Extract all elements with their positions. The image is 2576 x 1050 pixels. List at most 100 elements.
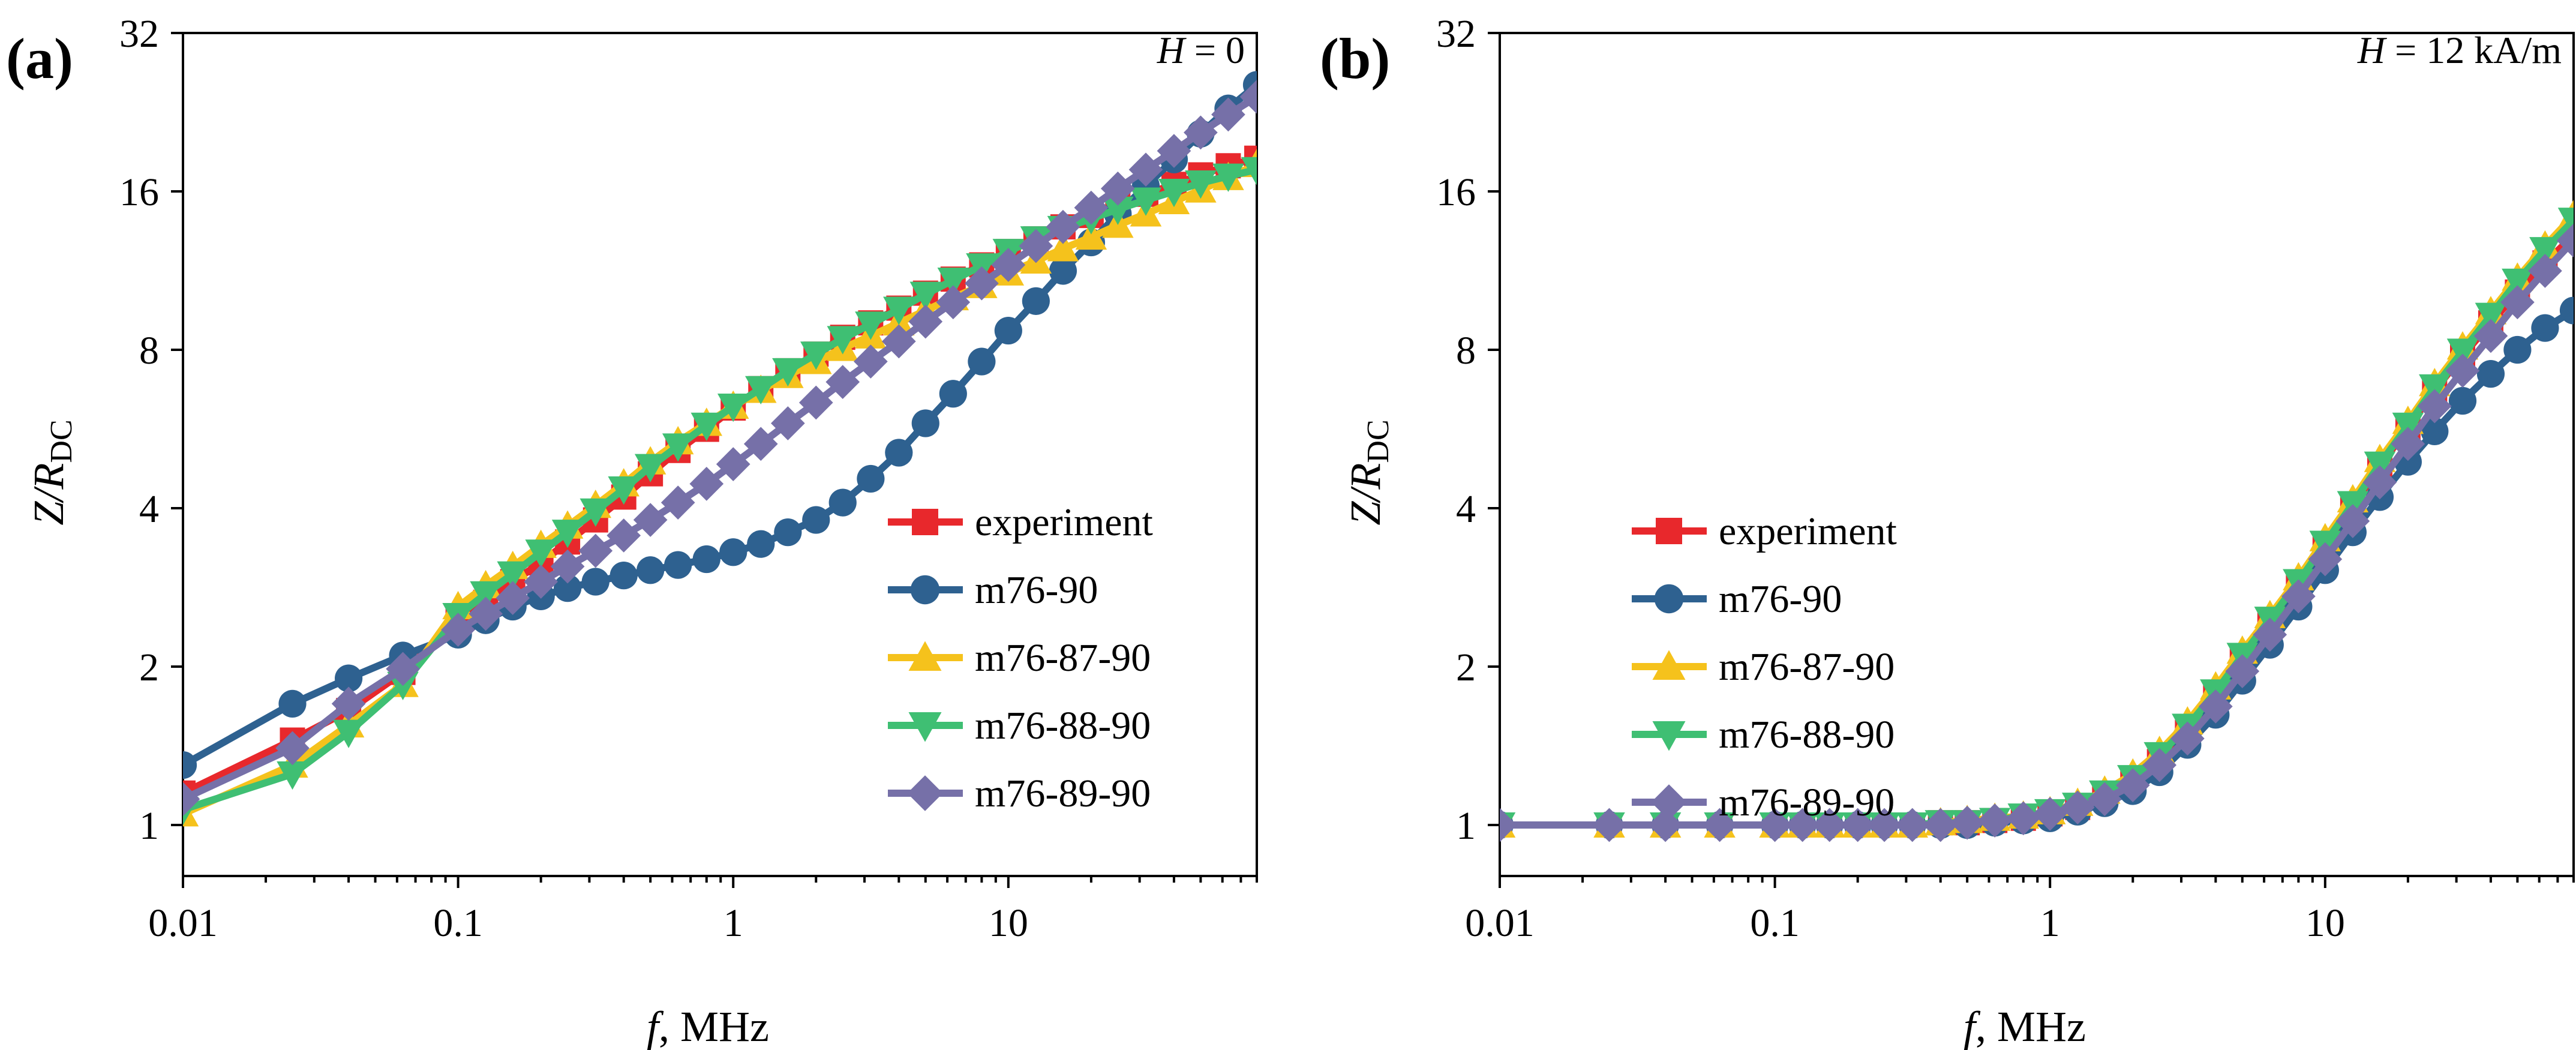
legend-label: m76-87-90 (1719, 645, 1895, 689)
data-point-m76-89-90 (660, 485, 695, 520)
data-point-m76-88-90 (937, 267, 969, 296)
data-point-m76-89-90 (2225, 654, 2260, 689)
y-axis-subscript: DC (44, 419, 79, 463)
series-layer (183, 71, 1257, 827)
x-axis-title: f, MHz (647, 1003, 769, 1050)
data-point-m76-90 (664, 551, 692, 579)
x-axis-title: f, MHz (1963, 1003, 2086, 1050)
data-point-m76-88-90 (525, 539, 557, 568)
data-point-m76-89-90 (825, 365, 860, 399)
data-point-m76-89-90 (1500, 808, 1517, 842)
legend-item-experiment: experiment (888, 500, 1153, 544)
data-point-m76-89-90 (2170, 721, 2205, 756)
data-point-m76-89-90 (1648, 808, 1683, 842)
legend-label: m76-88-90 (1719, 713, 1895, 757)
y-axis-title: Z/RDC (25, 419, 79, 525)
data-point-m76-89-90 (2335, 504, 2370, 538)
data-point-m76-90 (939, 380, 967, 408)
y-tick-label: 4 (139, 487, 159, 531)
annotation-var: H (1157, 29, 1187, 71)
data-point-m76-90 (2531, 314, 2559, 342)
data-point-m76-88-90 (470, 581, 502, 610)
data-point-m76-89-90 (1239, 80, 1257, 114)
data-point-m76-89-90 (441, 613, 475, 647)
legend-marker (907, 775, 943, 811)
x-tick-label: 10 (989, 901, 1028, 945)
data-point-m76-90 (1049, 257, 1077, 285)
data-point-m76-88-90 (800, 341, 832, 370)
data-point-m76-90 (637, 556, 665, 584)
data-point-m76-90 (802, 506, 830, 534)
data-point-m76-90 (857, 464, 885, 493)
data-point-m76-90 (278, 689, 307, 718)
legend: experiment m76-90 m76-87-90 m76-88-90 m76-89… (1632, 509, 1897, 824)
annotation-value: = 0 (1185, 29, 1245, 71)
field-annotation: H = 12 kA/m (2357, 29, 2562, 71)
data-point-m76-88-90 (580, 498, 612, 527)
data-point-m76-89-90 (2142, 748, 2177, 782)
data-point-m76-89-90 (2391, 427, 2425, 461)
data-point-m76-90 (183, 751, 197, 779)
data-point-m76-88-90 (1102, 196, 1134, 225)
x-tick-label: 10 (2305, 901, 2345, 945)
legend-item-m76-89-90: m76-89-90 (888, 772, 1151, 815)
data-point-m76-89-90 (633, 503, 668, 537)
y-tick-label: 8 (139, 329, 159, 373)
legend-marker (1652, 721, 1686, 751)
data-point-m76-89-90 (936, 285, 971, 320)
data-point-m76-89-90 (1841, 808, 1875, 842)
data-point-m76-88-90 (745, 376, 777, 404)
legend-label: m76-88-90 (975, 704, 1151, 748)
y-tick-label: 8 (1456, 329, 1476, 373)
legend-label: m76-89-90 (975, 772, 1151, 815)
data-point-m76-89-90 (1019, 229, 1053, 263)
x-tick-label: 0.01 (148, 901, 218, 945)
legend-marker (910, 575, 940, 605)
data-point-m76-89-90 (770, 406, 805, 440)
panel-label: (b) (1320, 26, 1390, 91)
panel-a: 0.01 0.1 1 10 1 2 4 8 16 32 f, MHz Z/RDC (a) H = 0 exp… (6, 12, 1258, 1050)
data-point-m76-87-90 (1075, 221, 1107, 250)
data-point-m76-89-90 (2362, 465, 2397, 500)
y-tick-label: 16 (119, 170, 159, 214)
legend-label: m76-87-90 (975, 636, 1151, 680)
data-point-m76-89-90 (1923, 808, 1958, 842)
legend-marker (1654, 584, 1684, 614)
data-point-m76-89-90 (1785, 808, 1820, 842)
series-line-m76-90 (1500, 307, 2574, 829)
data-point-m76-88-90 (634, 454, 666, 482)
data-point-m76-88-90 (277, 761, 308, 790)
data-point-m76-89-90 (2528, 254, 2562, 288)
data-point-m76-89-90 (2115, 768, 2150, 803)
data-point-m76-89-90 (1703, 808, 1737, 842)
data-point-m76-90 (994, 316, 1022, 345)
data-point-m76-90 (1022, 287, 1050, 315)
data-point-m76-89-90 (2087, 782, 2122, 817)
data-point-m76-90 (2448, 386, 2477, 415)
x-tick-label: 0.1 (433, 901, 483, 945)
data-point-m76-89-90 (2032, 797, 2067, 831)
legend-label: experiment (975, 500, 1153, 544)
series-m76-89-90 (1500, 223, 2574, 842)
series-layer (1500, 199, 2574, 842)
x-tick-label: 1 (2040, 901, 2060, 945)
data-point-m76-88-90 (1212, 163, 1244, 192)
field-annotation: H = 0 (1157, 29, 1245, 71)
series-m76-90 (1500, 296, 2574, 839)
data-point-m76-89-90 (1211, 97, 1245, 132)
data-point-m76-89-90 (1157, 134, 1191, 168)
legend-label: m76-90 (1719, 577, 1842, 621)
data-point-m76-88-90 (2502, 268, 2533, 297)
legend-item-m76-89-90: m76-89-90 (1632, 781, 1895, 824)
x-tick-label: 0.01 (1465, 901, 1535, 945)
data-point-m76-88-90 (690, 412, 723, 442)
y-axis-var: Z/R (25, 463, 73, 526)
data-point-m76-90 (2421, 417, 2449, 445)
data-point-m76-89-90 (1950, 805, 1984, 840)
data-point-m76-89-90 (469, 596, 503, 631)
y-tick-label: 1 (1456, 804, 1476, 848)
x-axis-unit: , MHz (1975, 1003, 2086, 1050)
data-point-m76-89-90 (689, 467, 724, 501)
data-point-m76-90 (747, 530, 775, 558)
series-line-m76-89-90 (183, 94, 1257, 803)
